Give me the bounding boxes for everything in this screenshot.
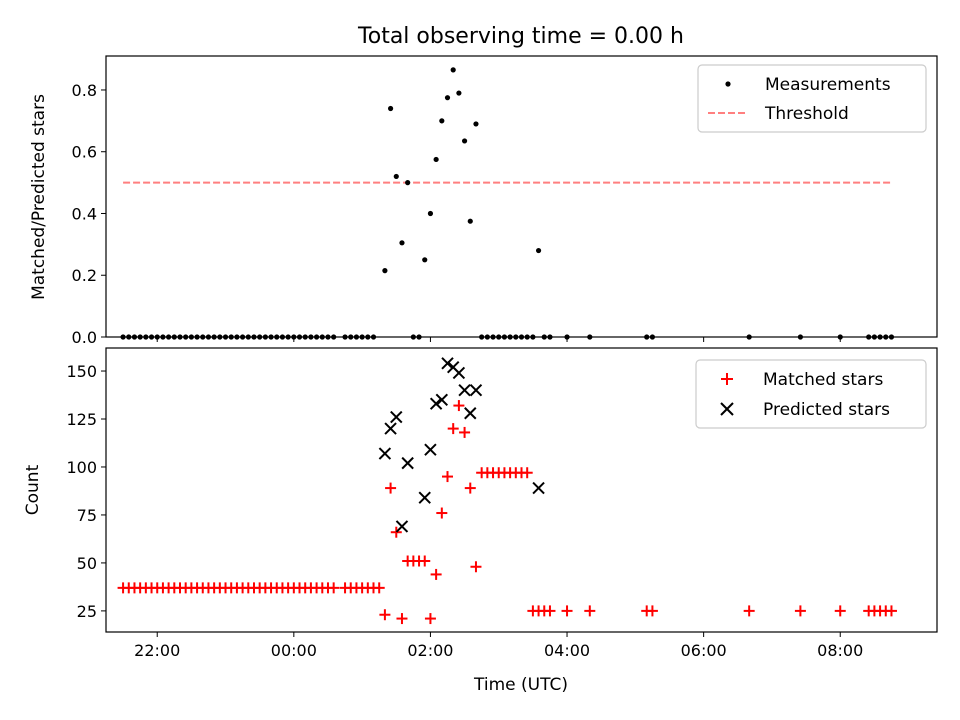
matched-star-point: [561, 605, 573, 617]
bottom-y-tick-label: 125: [66, 410, 97, 429]
legend-predicted-marker: [720, 402, 734, 416]
bottom-legend-box: [695, 359, 927, 429]
x-tick-label: 06:00: [681, 641, 727, 660]
matched-star-point: [544, 605, 556, 617]
matched-star-point: [419, 555, 431, 567]
bottom-y-tick-label: 25: [77, 602, 97, 621]
top-legend-box: [697, 64, 927, 133]
matched-star-point: [834, 605, 846, 617]
measurement-point: [422, 257, 428, 263]
matched-star-point: [521, 467, 533, 479]
matched-star-point: [584, 605, 596, 617]
matched-star-point: [453, 400, 465, 412]
predicted-star-point: [424, 443, 437, 456]
measurement-point: [393, 173, 399, 180]
predicted-star-point: [435, 393, 449, 407]
x-tick-label: 00:00: [271, 641, 317, 660]
matched-star-point: [373, 582, 385, 594]
top-plot-marks: [120, 67, 895, 340]
legend-measurements-marker: [725, 81, 731, 87]
bottom-legend: Matched stars Predicted stars: [695, 359, 927, 429]
x-tick-label: 04:00: [544, 641, 590, 660]
bottom-y-ticks: 25 50 75 100 125 150: [66, 362, 106, 621]
legend-threshold-label: Threshold: [764, 104, 849, 124]
predicted-star-point: [401, 456, 414, 470]
top-y-tick-label: 0.8: [72, 81, 97, 100]
chart-title: Total observing time = 0.00 h: [357, 24, 684, 49]
matched-star-point: [442, 471, 454, 483]
bottom-y-tick-label: 75: [77, 506, 97, 525]
matched-star-point: [328, 582, 340, 594]
matched-star-point: [390, 526, 402, 538]
matched-star-point: [464, 482, 476, 494]
matched-star-point: [885, 605, 897, 617]
bottom-plot-marks: [117, 357, 897, 625]
matched-star-point: [436, 507, 448, 519]
measurement-point: [382, 268, 388, 274]
measurement-point: [399, 240, 405, 246]
matched-star-point: [424, 613, 436, 625]
measurement-point: [456, 90, 462, 96]
measurement-point: [444, 95, 451, 101]
predicted-star-point: [378, 447, 392, 460]
bottom-axes-frame: [105, 347, 938, 633]
top-y-tick-label: 0.6: [72, 143, 97, 162]
top-x-ticks: [156, 337, 841, 342]
bottom-y-tick-label: 150: [66, 362, 97, 381]
predicted-star-point: [395, 520, 409, 533]
predicted-star-point: [384, 422, 397, 435]
matched-star-point: [743, 605, 755, 617]
x-tick-label: 08:00: [817, 641, 863, 660]
measurement-point: [461, 138, 468, 144]
legend-matched-label: Matched stars: [763, 370, 883, 390]
measurement-point: [473, 121, 479, 127]
top-y-axis-label: Matched/Predicted stars: [29, 94, 49, 300]
predicted-star-point: [458, 384, 471, 397]
top-legend: Measurements Threshold: [697, 64, 927, 133]
matched-star-point: [470, 561, 482, 573]
top-y-ticks: 0.0 0.2 0.4 0.6 0.8: [72, 81, 106, 347]
measurement-point: [439, 118, 445, 124]
legend-matched-marker: [721, 373, 733, 385]
bottom-panel: 25 50 75 100 125 150 22:00 00:00 02:00 04:00 06:0…: [23, 347, 938, 695]
x-tick-label: 22:00: [134, 641, 180, 660]
measurement-point: [450, 67, 456, 73]
top-y-tick-label: 0.4: [72, 204, 97, 223]
matched-star-point: [430, 568, 442, 580]
predicted-star-point: [452, 366, 466, 380]
predicted-star-point: [429, 397, 443, 410]
measurement-point: [387, 105, 394, 112]
predicted-star-point: [469, 384, 483, 397]
predicted-star-point: [390, 410, 403, 424]
predicted-star-point: [418, 491, 431, 504]
top-y-tick-label: 0.0: [72, 328, 97, 347]
matched-star-point: [396, 613, 408, 625]
measurement-point: [405, 180, 411, 186]
x-axis-label: Time (UTC): [473, 675, 568, 695]
x-tick-label: 02:00: [407, 641, 453, 660]
bottom-y-axis-label: Count: [23, 464, 43, 515]
matched-star-point: [447, 423, 459, 435]
bottom-y-tick-label: 100: [66, 458, 97, 477]
top-panel: 0.00.20.40.60.8 Matched/Predicted stars …: [29, 55, 938, 347]
predicted-star-point: [441, 357, 454, 370]
legend-predicted-label: Predicted stars: [763, 400, 890, 420]
measurement-point: [433, 156, 439, 163]
top-y-tick-label: 0.2: [72, 266, 97, 285]
matched-star-point: [379, 609, 391, 621]
matched-star-point: [385, 482, 397, 494]
matched-star-point: [794, 605, 806, 617]
top-axes-frame: [105, 55, 938, 338]
matched-star-point: [459, 426, 471, 438]
bottom-y-tick-label: 50: [77, 554, 97, 573]
matched-star-point: [646, 605, 658, 617]
measurement-point: [535, 247, 542, 254]
measurement-point: [467, 218, 473, 224]
measurement-point: [427, 210, 434, 217]
bottom-x-ticks: 22:00 00:00 02:00 04:00 06:00 08:00: [134, 632, 863, 660]
predicted-star-point: [532, 481, 545, 495]
predicted-star-point: [464, 407, 477, 420]
legend-measurements-label: Measurements: [765, 75, 891, 95]
